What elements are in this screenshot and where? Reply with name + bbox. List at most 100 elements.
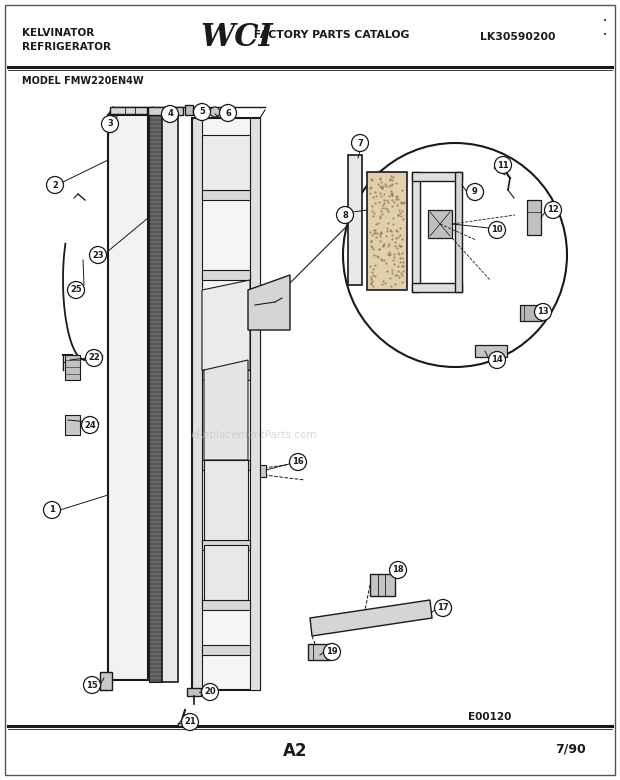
- Bar: [250, 118, 260, 690]
- Text: 3: 3: [107, 119, 113, 129]
- Circle shape: [435, 600, 451, 616]
- Circle shape: [534, 303, 552, 321]
- Circle shape: [489, 222, 505, 239]
- Bar: [192, 118, 202, 690]
- Bar: [527, 200, 541, 235]
- Text: 24: 24: [84, 420, 96, 430]
- Bar: [185, 105, 193, 115]
- Text: •: •: [603, 32, 607, 38]
- Text: 13: 13: [537, 307, 549, 317]
- Circle shape: [489, 352, 505, 368]
- Bar: [260, 465, 266, 477]
- Bar: [202, 540, 250, 550]
- Text: 2: 2: [52, 180, 58, 190]
- Bar: [428, 210, 452, 238]
- Text: MODEL FMW220EN4W: MODEL FMW220EN4W: [22, 76, 144, 86]
- Circle shape: [544, 201, 562, 218]
- Polygon shape: [202, 280, 250, 370]
- Circle shape: [68, 282, 84, 299]
- Text: E00120: E00120: [468, 712, 512, 722]
- Bar: [149, 115, 162, 682]
- Polygon shape: [204, 460, 248, 540]
- Polygon shape: [248, 275, 290, 330]
- Text: 6: 6: [225, 108, 231, 118]
- Circle shape: [84, 676, 100, 693]
- Bar: [348, 155, 362, 285]
- Polygon shape: [65, 355, 80, 380]
- Circle shape: [337, 207, 353, 224]
- Text: •: •: [603, 18, 607, 24]
- Bar: [100, 672, 112, 690]
- Text: 21: 21: [184, 718, 196, 726]
- Circle shape: [290, 453, 306, 470]
- Circle shape: [389, 562, 407, 579]
- Bar: [412, 283, 462, 292]
- Bar: [202, 460, 250, 470]
- Circle shape: [219, 105, 236, 122]
- Text: 9: 9: [472, 187, 478, 197]
- Text: 25: 25: [70, 285, 82, 295]
- Text: 11: 11: [497, 161, 509, 169]
- Bar: [202, 270, 250, 280]
- Text: A2: A2: [283, 742, 308, 760]
- Circle shape: [210, 107, 220, 117]
- Bar: [148, 107, 183, 115]
- Circle shape: [161, 105, 179, 122]
- Circle shape: [343, 143, 567, 367]
- Polygon shape: [202, 135, 250, 190]
- Text: WCI: WCI: [200, 22, 273, 53]
- Bar: [367, 172, 407, 290]
- Text: 4: 4: [167, 109, 173, 119]
- Circle shape: [182, 714, 198, 731]
- Text: 20: 20: [204, 687, 216, 697]
- Bar: [455, 172, 462, 292]
- Bar: [202, 370, 250, 380]
- Bar: [108, 115, 148, 680]
- Polygon shape: [310, 600, 432, 636]
- Text: 12: 12: [547, 205, 559, 215]
- Text: eReplacementParts.com: eReplacementParts.com: [190, 430, 316, 440]
- Circle shape: [193, 104, 211, 120]
- Circle shape: [43, 502, 61, 519]
- Circle shape: [495, 157, 512, 173]
- Bar: [412, 172, 462, 181]
- Bar: [202, 600, 250, 610]
- Text: 8: 8: [342, 211, 348, 219]
- Circle shape: [102, 115, 118, 133]
- Text: LK30590200: LK30590200: [480, 32, 556, 42]
- Circle shape: [352, 134, 368, 151]
- Text: 22: 22: [88, 353, 100, 363]
- Text: 5: 5: [199, 108, 205, 116]
- Bar: [475, 345, 507, 357]
- Bar: [178, 723, 186, 726]
- Text: 7/90: 7/90: [555, 742, 585, 755]
- Text: 16: 16: [292, 458, 304, 466]
- Bar: [202, 190, 250, 200]
- Text: KELVINATOR: KELVINATOR: [22, 28, 94, 38]
- Circle shape: [202, 683, 218, 700]
- Text: FACTORY PARTS CATALOG: FACTORY PARTS CATALOG: [250, 30, 409, 40]
- Text: 18: 18: [392, 566, 404, 575]
- Bar: [520, 305, 542, 321]
- Polygon shape: [204, 360, 248, 460]
- Bar: [110, 107, 147, 114]
- Text: 7: 7: [357, 139, 363, 147]
- Text: 10: 10: [491, 225, 503, 235]
- Polygon shape: [65, 415, 80, 435]
- Text: REFRIGERATOR: REFRIGERATOR: [22, 42, 111, 52]
- Text: 17: 17: [437, 604, 449, 612]
- Text: 14: 14: [491, 356, 503, 364]
- Text: 1: 1: [49, 505, 55, 515]
- Circle shape: [81, 417, 99, 434]
- Bar: [162, 112, 178, 682]
- Polygon shape: [204, 545, 248, 600]
- Text: 15: 15: [86, 680, 98, 690]
- Bar: [370, 574, 395, 596]
- Circle shape: [86, 349, 102, 367]
- Circle shape: [466, 183, 484, 200]
- Text: 19: 19: [326, 647, 338, 657]
- Bar: [308, 644, 330, 660]
- Text: 23: 23: [92, 250, 104, 260]
- Bar: [202, 645, 250, 655]
- Bar: [187, 688, 201, 696]
